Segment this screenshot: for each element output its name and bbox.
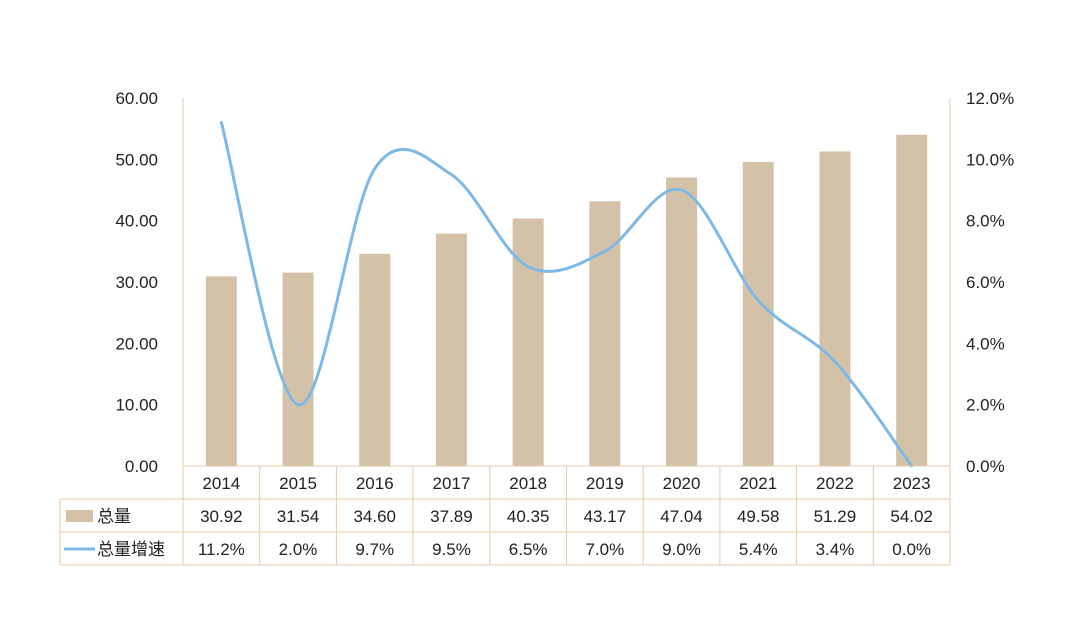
- right-axis-tick-label: 8.0%: [966, 212, 1005, 231]
- bar-2022: [819, 151, 851, 466]
- bar-2015: [282, 272, 314, 466]
- bar-value-cell: 31.54: [277, 507, 320, 526]
- bar-2014: [205, 276, 237, 466]
- legend-line-label: 总量增速: [97, 540, 165, 559]
- growth-value-cell: 3.4%: [816, 540, 855, 559]
- category-label: 2019: [586, 474, 624, 493]
- left-axis-tick-label: 50.00: [115, 150, 158, 169]
- category-label: 2014: [202, 474, 240, 493]
- bar-value-cell: 51.29: [814, 507, 857, 526]
- bar-2017: [435, 233, 467, 466]
- right-axis-tick-label: 2.0%: [966, 396, 1005, 415]
- bar-2019: [589, 201, 621, 466]
- legend-bar-swatch: [66, 510, 93, 522]
- left-axis-tick-label: 10.00: [115, 396, 158, 415]
- bar-value-cell: 40.35: [507, 507, 550, 526]
- growth-value-cell: 9.5%: [432, 540, 471, 559]
- bar-2021: [742, 161, 774, 466]
- bar-value-cell: 34.60: [353, 507, 396, 526]
- left-axis-tick-label: 30.00: [115, 273, 158, 292]
- left-axis-tick-label: 0.00: [125, 457, 158, 476]
- left-axis-tick-label: 40.00: [115, 212, 158, 231]
- bar-value-cell: 30.92: [200, 507, 243, 526]
- right-axis-tick-label: 10.0%: [966, 150, 1014, 169]
- category-label: 2017: [433, 474, 471, 493]
- bar-value-cell: 47.04: [660, 507, 703, 526]
- right-axis-tick-label: 4.0%: [966, 334, 1005, 353]
- growth-value-cell: 11.2%: [198, 540, 245, 559]
- legend-bar-label: 总量: [97, 507, 131, 526]
- left-axis-tick-label: 20.00: [115, 334, 158, 353]
- right-axis-tick-label: 12.0%: [966, 89, 1014, 108]
- category-label: 2015: [279, 474, 317, 493]
- right-axis-tick-label: 0.0%: [966, 457, 1005, 476]
- bar-2023: [896, 134, 928, 466]
- growth-value-cell: 7.0%: [585, 540, 624, 559]
- bar-value-cell: 54.02: [890, 507, 933, 526]
- bar-2020: [666, 177, 698, 466]
- growth-value-cell: 2.0%: [279, 540, 318, 559]
- growth-line: [219, 121, 914, 468]
- growth-value-cell: 9.7%: [355, 540, 394, 559]
- growth-value-cell: 5.4%: [739, 540, 778, 559]
- category-label: 2020: [663, 474, 701, 493]
- right-axis-tick-label: 6.0%: [966, 273, 1005, 292]
- bar-2016: [359, 253, 391, 466]
- category-label: 2018: [509, 474, 547, 493]
- category-label: 2022: [816, 474, 854, 493]
- left-axis-tick-label: 60.00: [115, 89, 158, 108]
- bar-value-cell: 43.17: [584, 507, 627, 526]
- growth-value-cell: 0.0%: [892, 540, 931, 559]
- bar-value-cell: 49.58: [737, 507, 780, 526]
- category-label: 2023: [893, 474, 931, 493]
- growth-value-cell: 6.5%: [509, 540, 548, 559]
- growth-value-cell: 9.0%: [662, 540, 701, 559]
- category-label: 2016: [356, 474, 394, 493]
- bar-2018: [512, 218, 544, 466]
- bar-value-cell: 37.89: [430, 507, 473, 526]
- category-label: 2021: [739, 474, 777, 493]
